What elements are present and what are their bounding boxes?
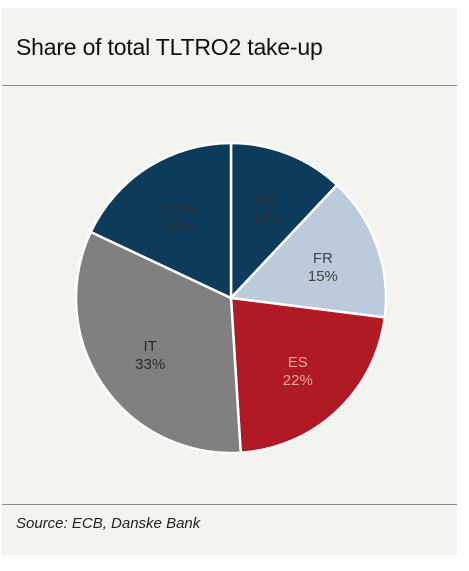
slice-value-it: 33% (135, 356, 165, 373)
slice-label-de: DE (256, 192, 277, 209)
slice-value-fr: 15% (308, 268, 338, 285)
slice-value-es: 22% (283, 372, 313, 389)
source-note: Source: ECB, Danske Bank (16, 515, 201, 532)
source-divider (2, 504, 457, 505)
slice-label-other: Other (160, 201, 198, 218)
title-divider (2, 85, 457, 86)
slice-value-de: 12% (252, 210, 282, 227)
pie-slice-es (229, 296, 387, 454)
pie-slice-de (229, 141, 339, 300)
chart-title: Share of total TLTRO2 take-up (16, 34, 323, 60)
slice-label-it: IT (144, 338, 157, 355)
slice-label-es: ES (288, 354, 308, 371)
pie-slice-fr (229, 183, 388, 319)
slice-value-other: 18% (164, 219, 194, 236)
pie-slice-it (74, 230, 242, 455)
pie-slice-other (89, 141, 233, 300)
slice-label-fr: FR (313, 250, 333, 267)
pie-slices (74, 141, 388, 455)
